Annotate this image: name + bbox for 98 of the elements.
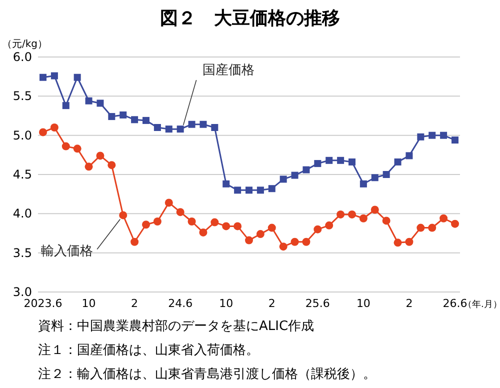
point xyxy=(131,116,138,124)
x-tick-label: 2 xyxy=(131,297,138,310)
point xyxy=(154,124,161,131)
point xyxy=(62,102,70,110)
point xyxy=(348,210,356,218)
point xyxy=(268,224,276,232)
point xyxy=(291,172,298,179)
point xyxy=(234,186,242,194)
point xyxy=(164,198,173,207)
point xyxy=(210,218,219,226)
point xyxy=(234,222,242,230)
point xyxy=(302,166,310,174)
x-tick-label: 25.6 xyxy=(305,297,330,310)
point xyxy=(325,221,334,230)
point xyxy=(108,113,116,120)
point xyxy=(428,224,436,232)
point xyxy=(370,206,379,214)
point xyxy=(142,116,150,124)
point xyxy=(336,210,345,218)
y-tick-label: 6.0 xyxy=(12,50,32,64)
y-tick-label: 5.0 xyxy=(12,128,32,142)
point xyxy=(280,176,287,183)
point xyxy=(359,214,368,222)
point xyxy=(96,152,104,160)
point xyxy=(50,124,58,132)
point xyxy=(74,74,81,81)
point xyxy=(440,132,448,139)
point xyxy=(405,238,414,246)
point xyxy=(130,238,139,246)
point xyxy=(142,220,150,229)
x-tick-label: 10 xyxy=(219,297,234,310)
point xyxy=(394,158,402,166)
point xyxy=(417,133,424,140)
point xyxy=(222,180,230,188)
point xyxy=(394,238,402,247)
point xyxy=(199,228,208,236)
point xyxy=(96,100,104,107)
point xyxy=(62,142,70,150)
text: 輸入価格 xyxy=(41,244,94,260)
point xyxy=(222,222,230,230)
point xyxy=(416,224,425,232)
text: 国産価格 xyxy=(202,62,254,78)
point xyxy=(120,111,127,118)
point xyxy=(348,158,356,166)
point xyxy=(452,136,458,144)
point xyxy=(188,218,196,226)
point xyxy=(73,144,82,153)
y-tick-label: 3.0 xyxy=(12,285,32,299)
x-tick-label: 2 xyxy=(406,297,413,310)
text: 注１：国産価格は、山東省入荷価格。 xyxy=(38,342,259,358)
x-tick-label: 2023.6 xyxy=(24,297,62,310)
x-tick-label: 24.6 xyxy=(168,297,193,310)
point xyxy=(40,74,46,81)
point xyxy=(371,174,378,182)
point xyxy=(256,186,264,194)
x-tick-label: 2 xyxy=(268,297,276,310)
point xyxy=(290,238,299,246)
point xyxy=(428,132,436,139)
point xyxy=(326,156,333,164)
point xyxy=(382,171,390,178)
point xyxy=(314,160,322,168)
y-tick-label: 4.0 xyxy=(12,206,32,221)
point xyxy=(153,218,162,226)
text: 注２：輸入価格は、山東省青島港引渡し価格（課税後）。 xyxy=(38,367,376,382)
point xyxy=(360,180,367,188)
point xyxy=(119,211,128,220)
y-axis-title: （元/kg） xyxy=(2,39,48,50)
point xyxy=(50,72,58,80)
point xyxy=(176,126,184,133)
point xyxy=(268,185,276,192)
point xyxy=(176,208,184,216)
point xyxy=(200,120,207,128)
point xyxy=(108,161,116,170)
y-tick-label: 3.5 xyxy=(12,246,32,260)
point xyxy=(256,230,264,238)
text: 資料：中国農業農村部のデータを基にALIC作成 xyxy=(38,319,314,334)
x-tick-label: 10 xyxy=(356,297,370,310)
point xyxy=(302,238,310,246)
point xyxy=(245,236,253,244)
point xyxy=(39,128,47,136)
point xyxy=(337,156,344,164)
point xyxy=(279,242,288,251)
point xyxy=(440,214,448,222)
point xyxy=(84,162,93,171)
point xyxy=(382,216,390,225)
point xyxy=(451,220,459,228)
point xyxy=(188,120,196,128)
y-tick-label: 5.5 xyxy=(12,89,32,104)
point xyxy=(211,124,218,131)
point xyxy=(85,97,92,104)
x-tick-label: 26.6 xyxy=(442,297,468,310)
y-tick-label: 4.5 xyxy=(12,168,32,182)
x-tick-label: 10 xyxy=(82,297,96,310)
chart-title: 図２ 大豆価格の推移 xyxy=(160,8,340,29)
point xyxy=(406,152,413,160)
point xyxy=(165,126,172,133)
point xyxy=(246,186,252,194)
point xyxy=(314,225,322,234)
